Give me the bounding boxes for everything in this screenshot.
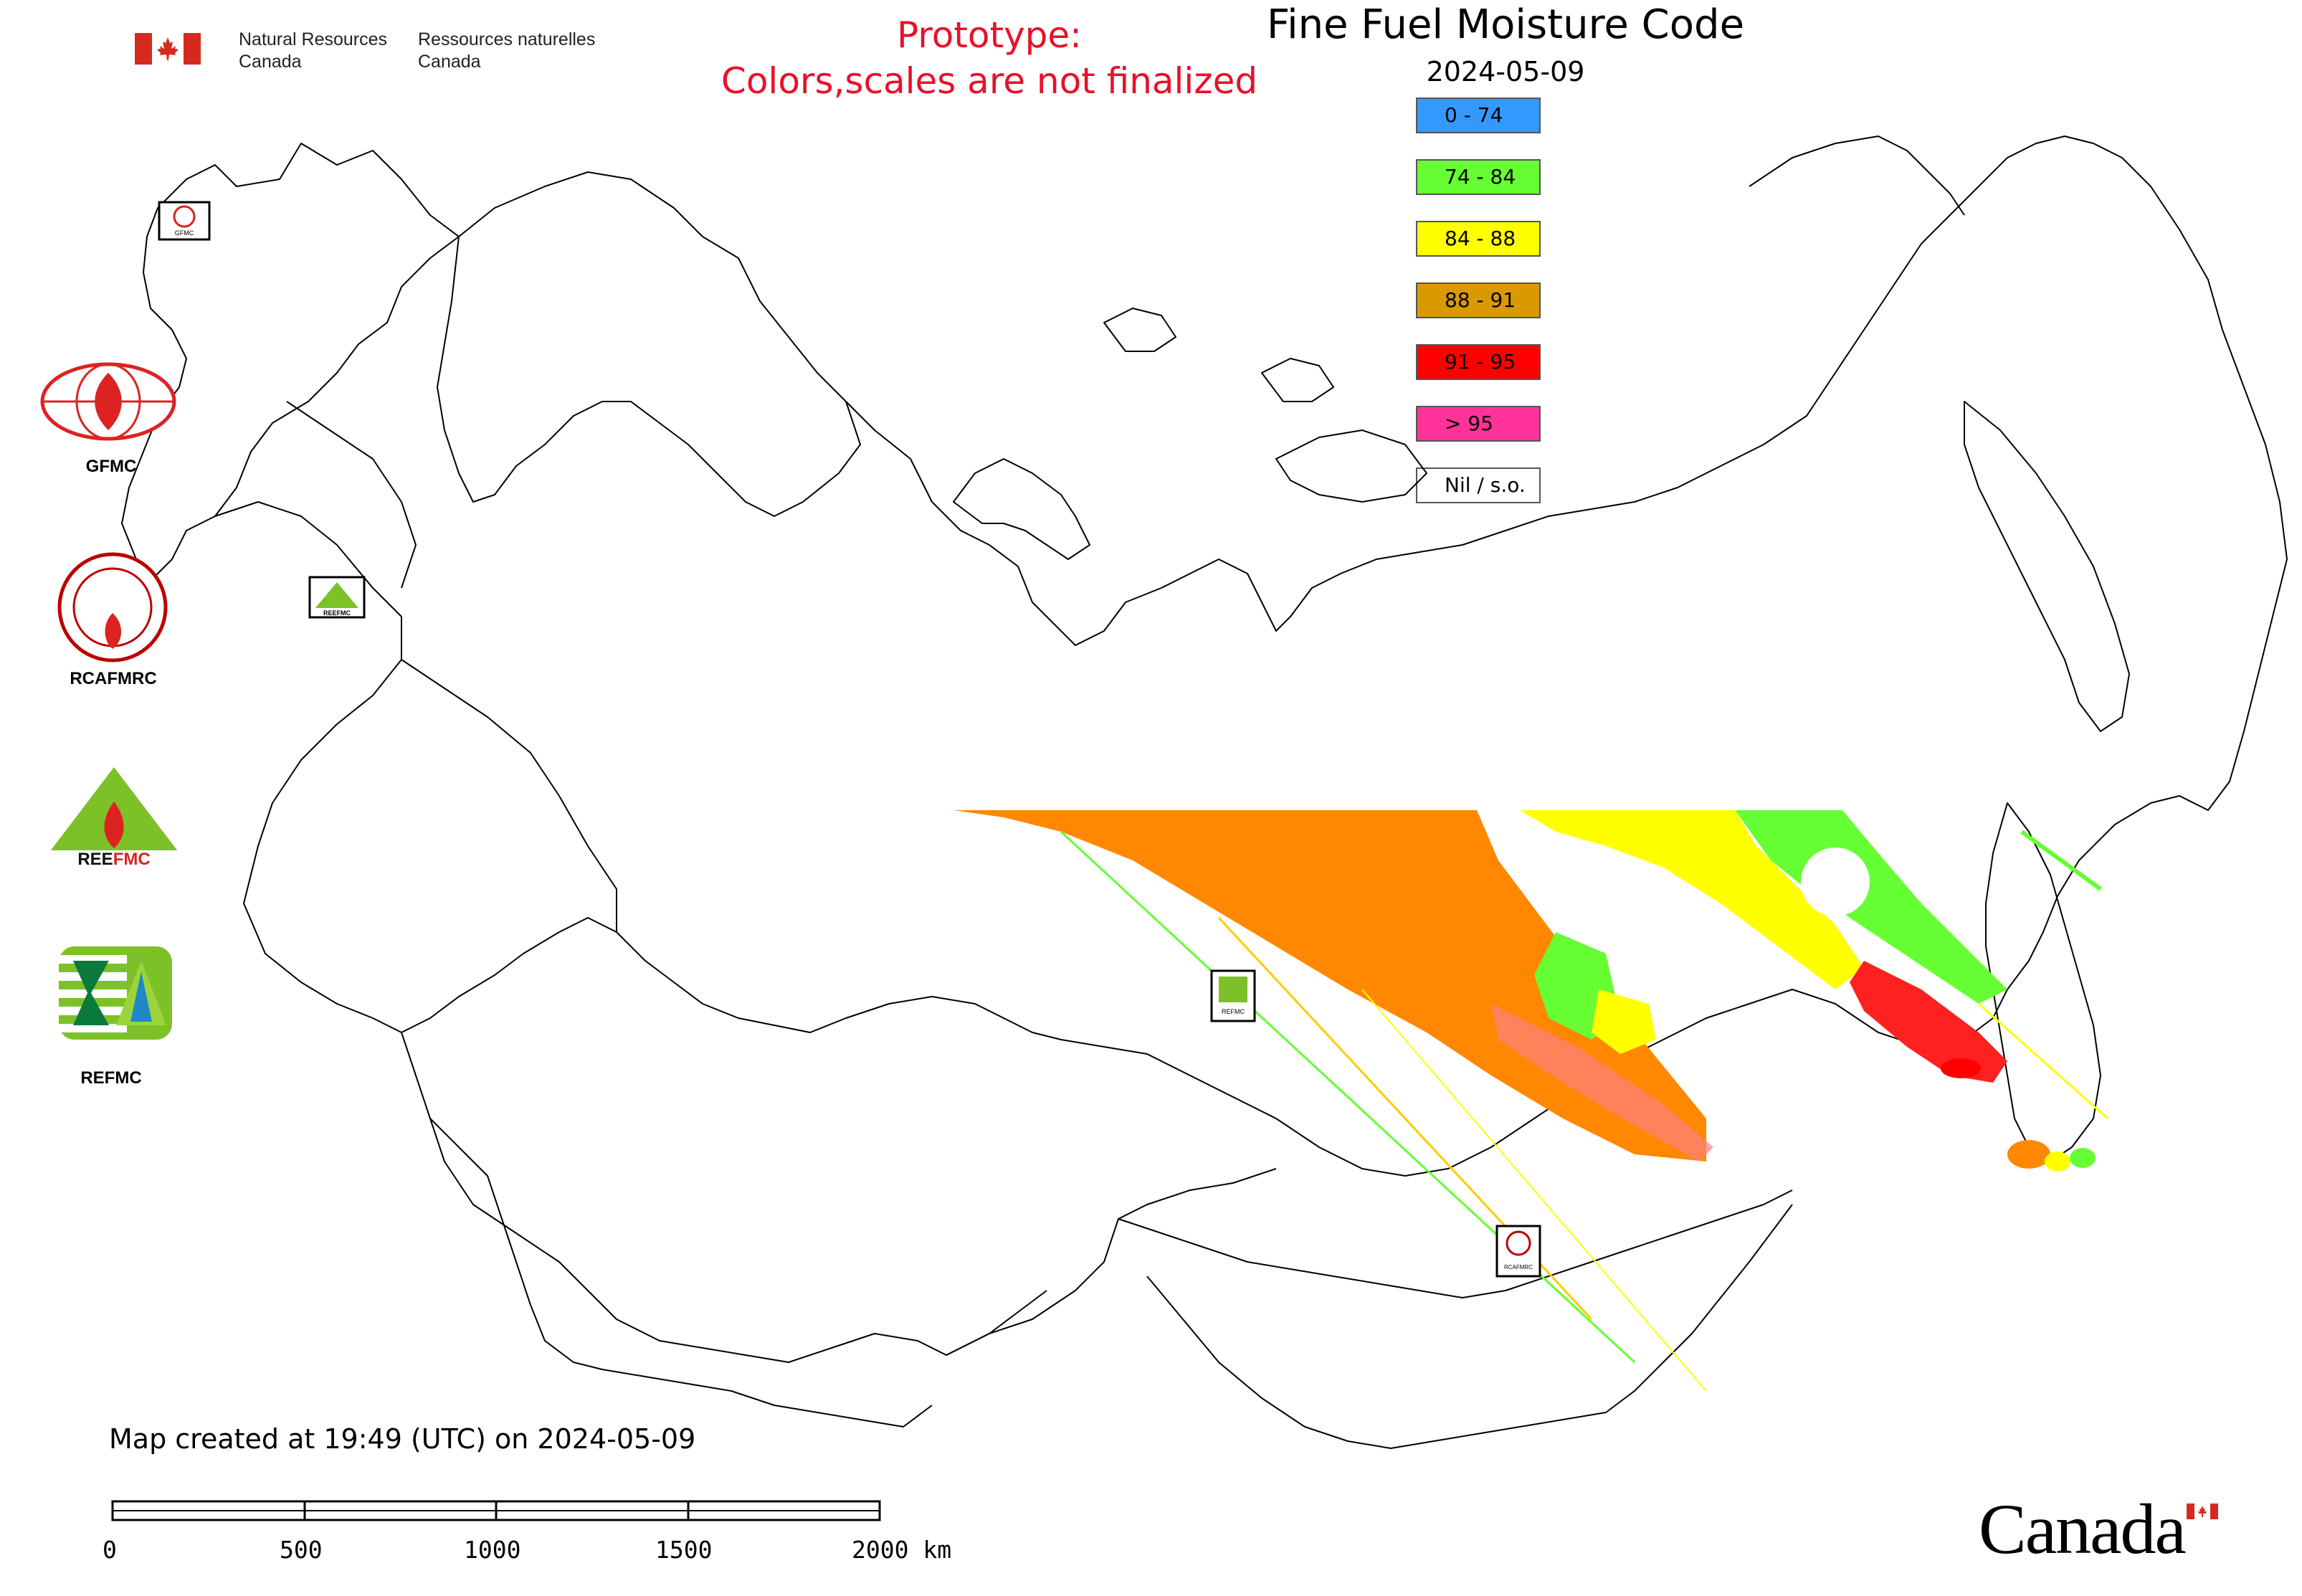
ffmc-area-91-95 bbox=[1850, 961, 2007, 1083]
legend-item-over-95: > 95 bbox=[1416, 406, 1541, 442]
scale-label-2000: 2000 km bbox=[852, 1536, 952, 1564]
gfmc-logo bbox=[40, 362, 176, 444]
map-title: Fine Fuel Moisture Code bbox=[1266, 1, 1745, 48]
refmc-logo bbox=[59, 946, 172, 1042]
kamchatka-outline bbox=[1964, 401, 2130, 732]
ffmc-area-74-84-east bbox=[1735, 810, 2007, 1004]
map-marker-gfmc-label: GFMC bbox=[175, 229, 194, 237]
map-marker-rcafmrc bbox=[1495, 1225, 1541, 1278]
ffmc-streak-3 bbox=[1361, 989, 1707, 1392]
ffmc-area-primorye-yellow bbox=[2045, 1151, 2070, 1172]
taymyr-outline bbox=[1275, 429, 1427, 503]
ffmc-streaks-red bbox=[1491, 1004, 1713, 1162]
novaya-zemlya-outline bbox=[953, 458, 1090, 560]
ffmc-area-primorye-green bbox=[2070, 1148, 2096, 1168]
legend-item-91-95: 91 - 95 bbox=[1416, 344, 1541, 380]
arctic-island-outline bbox=[1103, 308, 1176, 352]
central-asia-outline bbox=[429, 1118, 933, 1428]
reefmc-logo: REEFMC bbox=[37, 766, 191, 876]
scandinavia-outline bbox=[121, 143, 460, 581]
ffmc-streak-5 bbox=[2020, 830, 2102, 891]
ffmc-area-88-91-west bbox=[953, 810, 1706, 1162]
far-east-coast bbox=[2007, 781, 2230, 990]
map-date: 2024-05-09 bbox=[1426, 56, 1585, 87]
ffmc-area-primorye-orange bbox=[2007, 1140, 2050, 1169]
internal-border bbox=[286, 401, 417, 589]
ffmc-area-84-88 bbox=[1520, 810, 1864, 989]
map-marker-refmc-label: REFMC bbox=[1222, 1008, 1245, 1015]
legend-item-88-91: 88 - 91 bbox=[1416, 282, 1541, 318]
map-created-text: Map created at 19:49 (UTC) on 2024-05-09 bbox=[109, 1423, 696, 1455]
government-signature: Natural Resources Canada Ressources natu… bbox=[135, 29, 622, 79]
canada-flag-icon bbox=[135, 33, 152, 65]
kola-outline bbox=[437, 171, 861, 517]
refmc-label: REFMC bbox=[80, 1068, 142, 1088]
country-outlines bbox=[121, 136, 2288, 1449]
gfmc-label: GFMC bbox=[85, 457, 137, 476]
maple-leaf-icon bbox=[157, 37, 179, 60]
chukotka-outline bbox=[1749, 136, 1965, 216]
arctic-coast bbox=[845, 136, 2288, 782]
scale-label-1500: 1500 bbox=[655, 1536, 713, 1564]
kazakhstan-outline bbox=[401, 1032, 1277, 1363]
ffmc-nil-hole bbox=[1801, 847, 1870, 916]
department-name-en: Natural Resources Canada bbox=[239, 29, 388, 72]
china-outline bbox=[1146, 1204, 1793, 1449]
map-marker-gfmc bbox=[158, 201, 211, 241]
ffmc-raster bbox=[953, 810, 2108, 1392]
svg-text:REEFMC: REEFMC bbox=[77, 850, 150, 869]
ffmc-area-91-95-south bbox=[1941, 1058, 1981, 1078]
scale-bar bbox=[111, 1500, 881, 1521]
legend-item-74-84: 74 - 84 bbox=[1416, 159, 1541, 195]
scale-label-0: 0 bbox=[103, 1536, 117, 1564]
rcafmrc-logo bbox=[57, 552, 168, 666]
mongolia-outline bbox=[1118, 1189, 1793, 1298]
rcafmrc-label: RCAFMRC bbox=[70, 669, 157, 688]
legend-item-nil: Nil / s.o. bbox=[1416, 467, 1541, 503]
scale-label-500: 500 bbox=[280, 1536, 323, 1564]
internal-border-2 bbox=[401, 659, 617, 932]
ffmc-area-84-88-mid bbox=[1592, 989, 1656, 1054]
prototype-heading: Prototype: bbox=[896, 14, 1083, 56]
ffmc-streak-4 bbox=[1978, 1002, 2108, 1120]
canada-wordmark: Canada bbox=[1979, 1489, 2187, 1569]
map-marker-reefmc-label: REEFMC bbox=[323, 609, 351, 617]
canada-wordmark-flag-icon bbox=[2187, 1504, 2218, 1519]
legend-item-0-74: 0 - 74 bbox=[1416, 98, 1541, 133]
arctic-island-outline-2 bbox=[1261, 358, 1334, 402]
scale-label-1000: 1000 bbox=[464, 1536, 521, 1564]
map-markers: GFMC REEFMC REFMC RCAFMRC bbox=[158, 201, 1541, 1278]
legend-item-84-88: 84 - 88 bbox=[1416, 221, 1541, 257]
department-name-fr: Ressources naturelles Canada bbox=[418, 29, 596, 72]
prototype-note: Colors,scales are not finalized bbox=[720, 60, 1258, 102]
map-marker-rcafmrc-label: RCAFMRC bbox=[1504, 1264, 1533, 1270]
internal-border-3 bbox=[946, 1290, 1047, 1356]
